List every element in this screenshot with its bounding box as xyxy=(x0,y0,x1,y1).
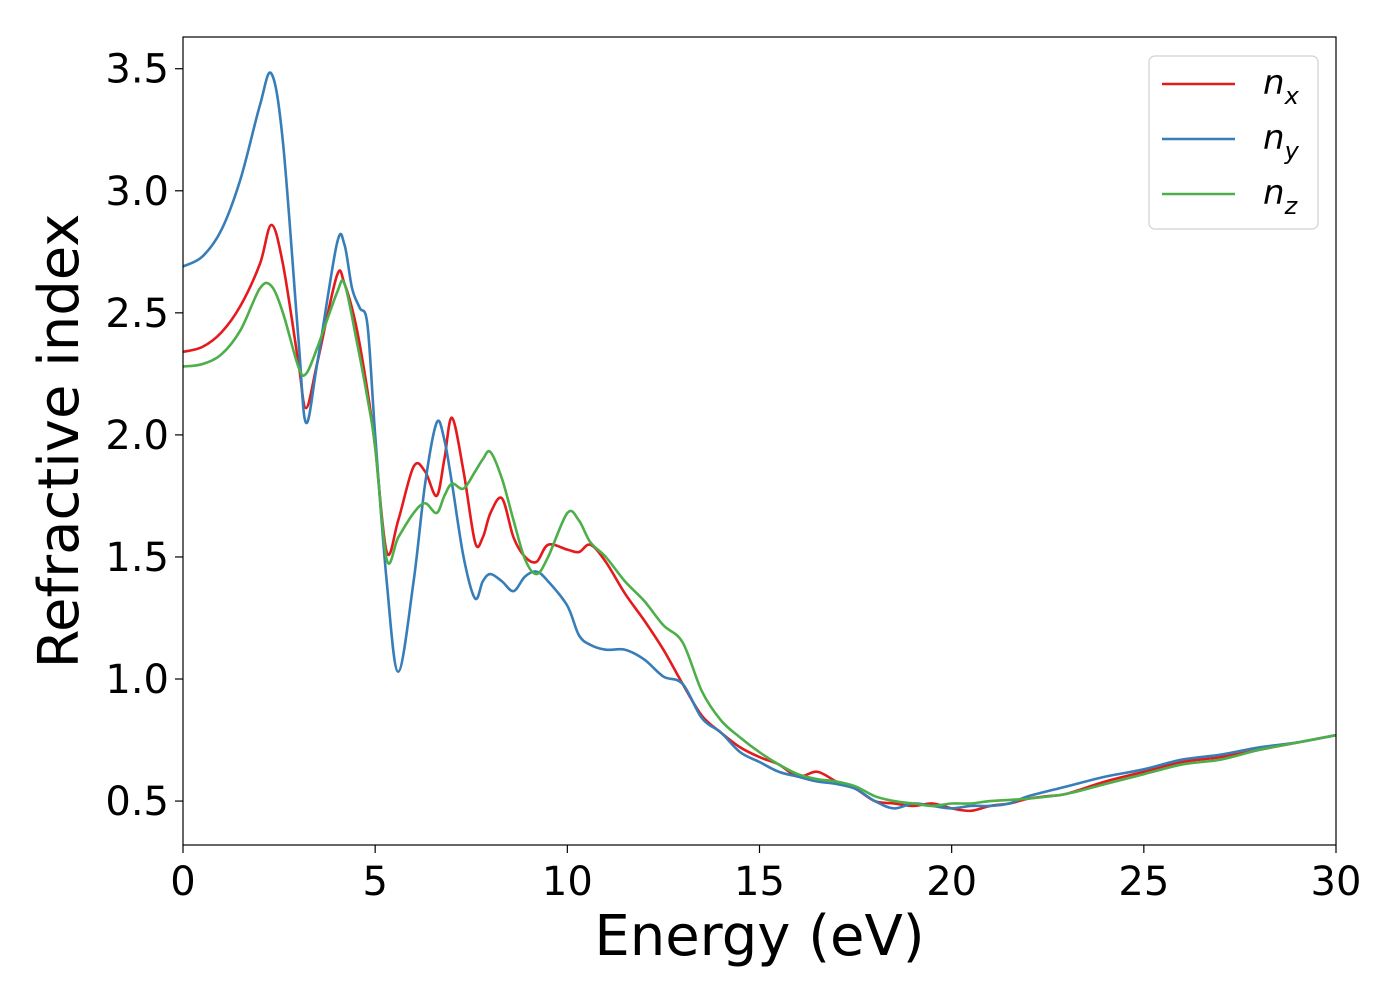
legend-label-y: ny xyxy=(1263,118,1300,165)
x-tick-label: 10 xyxy=(542,859,593,905)
legend-label-z: nz xyxy=(1263,173,1299,220)
x-tick-label: 5 xyxy=(362,859,387,905)
x-tick-label: 25 xyxy=(1118,859,1169,905)
x-tick-label: 15 xyxy=(734,859,785,905)
x-tick-label: 30 xyxy=(1311,859,1362,905)
x-tick-label: 20 xyxy=(926,859,977,905)
y-tick-label: 3.0 xyxy=(105,169,169,215)
legend-label-x: nx xyxy=(1263,63,1300,110)
legend-box xyxy=(1148,55,1319,230)
y-tick-label: 2.0 xyxy=(105,413,169,459)
x-axis-ticks: 0 5 10 15 20 25 30 xyxy=(170,845,1361,905)
x-tick-label: 0 xyxy=(170,859,195,905)
x-axis-title: Energy (eV) xyxy=(594,904,924,969)
plot-lines xyxy=(183,71,1336,813)
y-tick-label: 3.5 xyxy=(105,47,169,93)
y-tick-label: 1.5 xyxy=(105,535,169,581)
y-tick-label: 1.0 xyxy=(105,657,169,703)
y-tick-label: 2.5 xyxy=(105,291,169,337)
y-tick-label: 0.5 xyxy=(105,779,169,825)
y-axis-ticks: 0.5 1.0 1.5 2.0 2.5 3.0 3.5 xyxy=(105,47,183,825)
legend: nx ny nz xyxy=(1148,55,1319,230)
series-line-y xyxy=(183,71,1336,810)
series-line-z xyxy=(183,279,1336,808)
y-axis-title: Refractive index xyxy=(27,214,92,669)
